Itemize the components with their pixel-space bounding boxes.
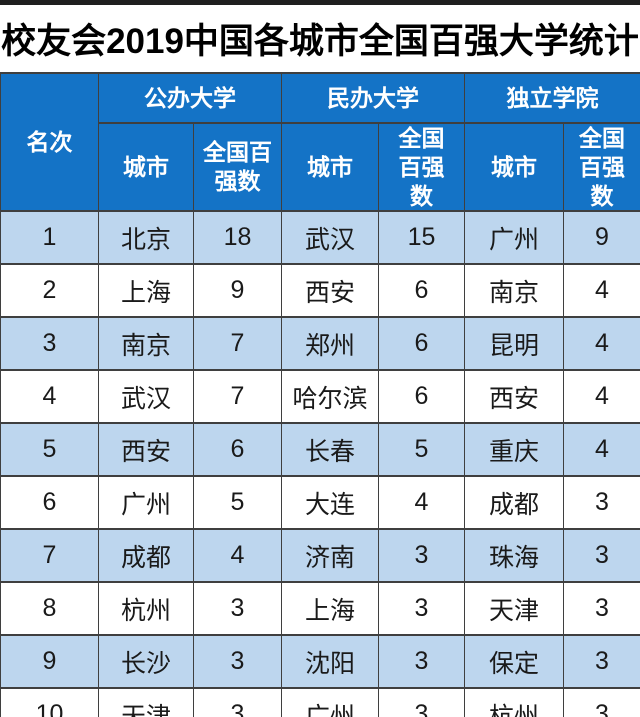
public-count-cell: 7 — [193, 316, 282, 372]
column-header-public-city: 城市 — [98, 121, 194, 213]
rank-cell: 3 — [0, 316, 99, 372]
rank-cell: 1 — [0, 210, 99, 266]
independent-count-cell: 4 — [563, 316, 640, 372]
private-count-cell: 3 — [378, 634, 465, 690]
independent-city-cell: 昆明 — [464, 316, 564, 372]
column-header-rank: 名次 — [0, 71, 99, 213]
table-header: 名次 公办大学 民办大学 独立学院 城市 全国百强数 城市 全国百强数 城市 全… — [0, 71, 640, 213]
private-count-cell: 15 — [378, 210, 465, 266]
public-city-cell: 杭州 — [98, 581, 194, 637]
independent-city-cell: 重庆 — [464, 422, 564, 478]
rank-cell: 6 — [0, 475, 99, 531]
independent-count-cell: 3 — [563, 528, 640, 584]
public-count-cell: 6 — [193, 422, 282, 478]
public-count-cell: 3 — [193, 581, 282, 637]
private-city-cell: 长春 — [281, 422, 379, 478]
public-count-cell: 9 — [193, 263, 282, 319]
independent-city-cell: 成都 — [464, 475, 564, 531]
page-title: 校友会2019中国各城市全国百强大学统计 — [1, 22, 639, 61]
top-edge-bar — [0, 0, 640, 5]
rank-cell: 7 — [0, 528, 99, 584]
public-city-cell: 南京 — [98, 316, 194, 372]
table-row: 2 上海 9 西安 6 南京 4 — [0, 263, 640, 319]
independent-city-cell: 杭州 — [464, 687, 564, 717]
public-count-cell: 3 — [193, 687, 282, 717]
public-city-cell: 上海 — [98, 263, 194, 319]
private-city-cell: 上海 — [281, 581, 379, 637]
rank-cell: 8 — [0, 581, 99, 637]
private-count-cell: 3 — [378, 581, 465, 637]
public-city-cell: 西安 — [98, 422, 194, 478]
table-row: 1 北京 18 武汉 15 广州 9 — [0, 210, 640, 266]
independent-city-cell: 广州 — [464, 210, 564, 266]
public-count-cell: 4 — [193, 528, 282, 584]
public-city-cell: 武汉 — [98, 369, 194, 425]
ranking-table: 名次 公办大学 民办大学 独立学院 城市 全国百强数 城市 全国百强数 城市 全… — [0, 71, 640, 717]
private-count-cell: 6 — [378, 369, 465, 425]
table-row: 4 武汉 7 哈尔滨 6 西安 4 — [0, 369, 640, 425]
private-city-cell: 广州 — [281, 687, 379, 717]
independent-city-cell: 西安 — [464, 369, 564, 425]
private-city-cell: 哈尔滨 — [281, 369, 379, 425]
private-count-cell: 4 — [378, 475, 465, 531]
independent-count-cell: 4 — [563, 369, 640, 425]
group-header-independent-colleges: 独立学院 — [464, 72, 640, 124]
table-body: 1 北京 18 武汉 15 广州 9 2 上海 9 西安 6 南京 4 3 南京 7 郑州 6 昆明 4 4 武汉 7 哈尔滨 6… — [0, 210, 640, 717]
independent-city-cell: 保定 — [464, 634, 564, 690]
independent-city-cell: 珠海 — [464, 528, 564, 584]
independent-city-cell: 南京 — [464, 263, 564, 319]
public-city-cell: 天津 — [98, 687, 194, 717]
table-row: 10 天津 3 广州 3 杭州 3 — [0, 687, 640, 717]
header-group-row: 名次 公办大学 民办大学 独立学院 — [0, 71, 640, 213]
independent-count-cell: 3 — [563, 581, 640, 637]
table-row: 3 南京 7 郑州 6 昆明 4 — [0, 316, 640, 372]
private-city-cell: 郑州 — [281, 316, 379, 372]
private-count-cell: 6 — [378, 263, 465, 319]
column-header-private-count: 全国百强数 — [378, 121, 465, 213]
private-count-cell: 3 — [378, 687, 465, 717]
group-header-private-universities: 民办大学 — [281, 72, 465, 124]
table-row: 9 长沙 3 沈阳 3 保定 3 — [0, 634, 640, 690]
private-city-cell: 济南 — [281, 528, 379, 584]
private-count-cell: 5 — [378, 422, 465, 478]
column-header-private-city: 城市 — [281, 121, 379, 213]
independent-count-cell: 4 — [563, 422, 640, 478]
public-city-cell: 北京 — [98, 210, 194, 266]
independent-count-cell: 3 — [563, 687, 640, 717]
header-sub-row: 城市 全国百强数 城市 全国百强数 城市 全国百强数 — [1, 121, 640, 213]
independent-count-cell: 3 — [563, 475, 640, 531]
private-city-cell: 沈阳 — [281, 634, 379, 690]
public-city-cell: 广州 — [98, 475, 194, 531]
table-row: 5 西安 6 长春 5 重庆 4 — [0, 422, 640, 478]
public-city-cell: 成都 — [98, 528, 194, 584]
rank-cell: 9 — [0, 634, 99, 690]
column-header-independent-count: 全国百强数 — [563, 121, 640, 213]
column-header-public-count: 全国百强数 — [193, 121, 282, 213]
independent-count-cell: 9 — [563, 210, 640, 266]
private-city-cell: 武汉 — [281, 210, 379, 266]
rank-cell: 4 — [0, 369, 99, 425]
independent-count-cell: 3 — [563, 634, 640, 690]
independent-city-cell: 天津 — [464, 581, 564, 637]
rank-cell: 10 — [0, 687, 99, 717]
column-header-independent-city: 城市 — [464, 121, 564, 213]
title-bar: 校友会2019中国各城市全国百强大学统计 — [0, 5, 640, 72]
table-row: 8 杭州 3 上海 3 天津 3 — [0, 581, 640, 637]
public-count-cell: 3 — [193, 634, 282, 690]
public-count-cell: 18 — [193, 210, 282, 266]
private-count-cell: 3 — [378, 528, 465, 584]
table-row: 6 广州 5 大连 4 成都 3 — [0, 475, 640, 531]
independent-count-cell: 4 — [563, 263, 640, 319]
private-city-cell: 西安 — [281, 263, 379, 319]
group-header-public-universities: 公办大学 — [98, 72, 282, 124]
rank-cell: 5 — [0, 422, 99, 478]
rank-cell: 2 — [0, 263, 99, 319]
table-row: 7 成都 4 济南 3 珠海 3 — [0, 528, 640, 584]
private-count-cell: 6 — [378, 316, 465, 372]
private-city-cell: 大连 — [281, 475, 379, 531]
public-city-cell: 长沙 — [98, 634, 194, 690]
public-count-cell: 5 — [193, 475, 282, 531]
public-count-cell: 7 — [193, 369, 282, 425]
